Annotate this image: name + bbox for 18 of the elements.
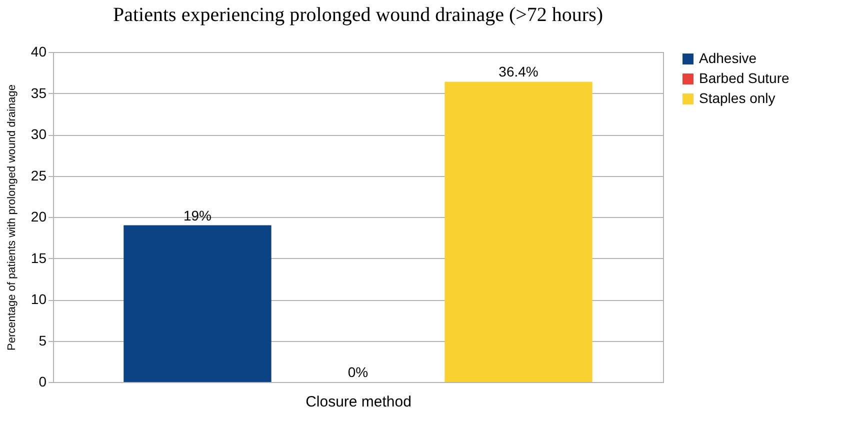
y-tick-label: 5 [38, 332, 47, 348]
data-label: 0% [348, 364, 368, 380]
legend-label: Barbed Suture [699, 70, 790, 86]
y-tick-label: 35 [30, 84, 47, 101]
legend-label: Adhesive [699, 50, 757, 66]
data-label: 19% [183, 207, 212, 224]
y-axis-title: Percentage of patients with prolonged wound drainage [6, 84, 18, 351]
y-tick-label: 0 [38, 374, 47, 390]
x-axis-title: Closure method [306, 394, 412, 410]
legend-label: Staples only [699, 90, 776, 106]
y-tick-label: 10 [30, 291, 47, 307]
y-tick-label: 30 [30, 126, 47, 142]
y-tick-label: 40 [30, 44, 47, 60]
data-label: 36.4% [498, 64, 538, 80]
y-tick-label: 25 [30, 167, 47, 184]
chart-title: Patients experiencing prolonged wound drainage (>72 hours) [112, 4, 604, 26]
y-tick-label: 15 [30, 250, 47, 266]
y-tick-label: 20 [30, 208, 47, 224]
